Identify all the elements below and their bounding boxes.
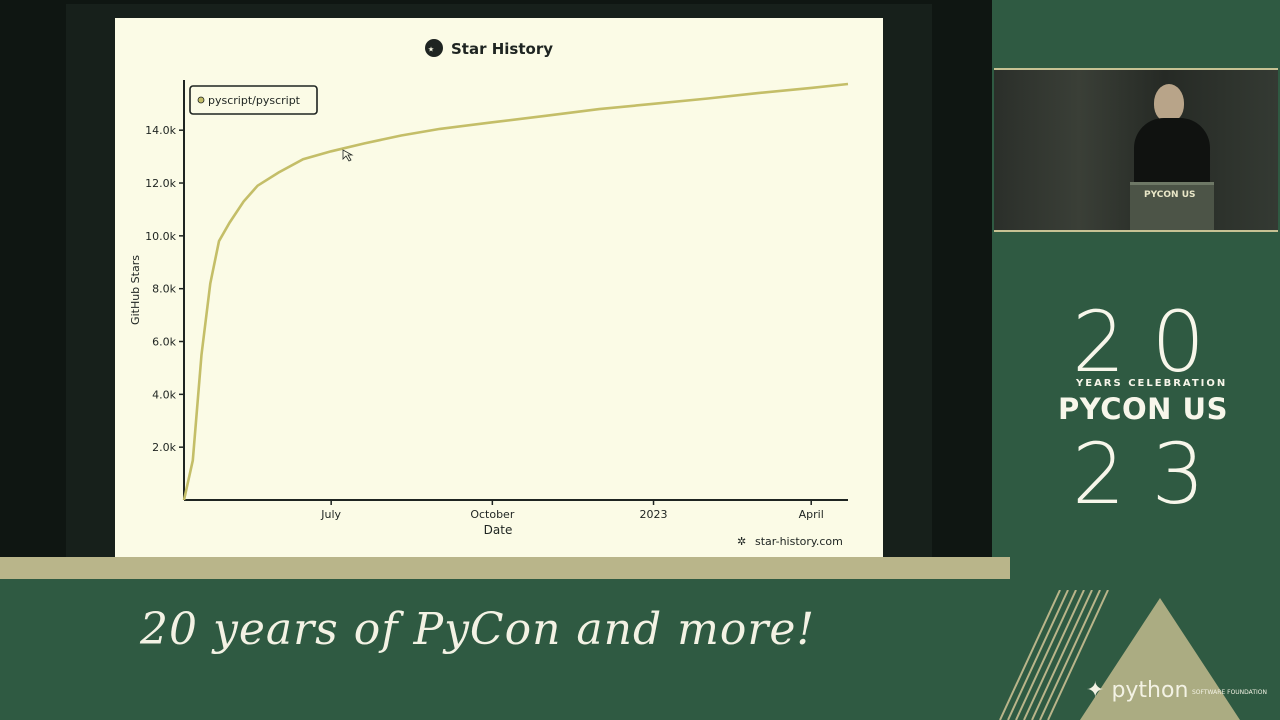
y-axis-label: GitHub Stars xyxy=(129,255,142,325)
x-tick-label: July xyxy=(320,508,341,521)
x-axis-label: Date xyxy=(484,523,513,537)
y-axis-ticks: 2.0k 4.0k 6.0k 8.0k 10.0k 12.0k 14.0k xyxy=(145,124,184,454)
y-tick-label: 6.0k xyxy=(152,336,176,349)
event-year-top: 20 xyxy=(1072,293,1231,391)
y-tick-label: 4.0k xyxy=(152,388,176,401)
x-tick-label: April xyxy=(799,508,824,521)
python-logo-icon: ✦ xyxy=(1086,678,1105,703)
star-history-chart: ★ Star History pyscript/pyscript 2.0k 4.0… xyxy=(129,39,849,548)
psf-name: python xyxy=(1111,678,1189,703)
legend-entry: pyscript/pyscript xyxy=(208,94,301,107)
chart-title: Star History xyxy=(451,40,553,58)
psf-subtitle: SOFTWARE FOUNDATION xyxy=(1192,689,1267,696)
slide-frame: ★ Star History pyscript/pyscript 2.0k 4.0… xyxy=(0,0,992,557)
y-tick-label: 14.0k xyxy=(145,124,176,137)
speaker-head xyxy=(1154,84,1184,122)
mouse-cursor-icon xyxy=(342,149,354,162)
event-year-bottom: 23 xyxy=(1072,425,1231,523)
legend-box xyxy=(189,85,318,115)
x-tick-label: October xyxy=(470,508,514,521)
logo-glyph: ★ xyxy=(428,46,434,54)
series-line-pyscript xyxy=(182,82,849,501)
y-tick-label: 10.0k xyxy=(145,230,176,243)
y-tick-label: 8.0k xyxy=(152,283,176,296)
star-history-logo-icon xyxy=(425,39,443,57)
event-tagline: 20 years of PyCon and more! xyxy=(140,604,816,655)
bottom-banner xyxy=(0,579,1280,720)
podium-label: PYCON US xyxy=(1144,190,1196,200)
watermark-star-icon: ✲ xyxy=(737,535,746,548)
podium xyxy=(1130,182,1214,230)
legend: pyscript/pyscript xyxy=(189,85,318,115)
watermark: ✲ star-history.com xyxy=(737,535,843,548)
psf-logo: ✦ python xyxy=(1086,678,1188,703)
x-axis-ticks: July October 2023 April xyxy=(320,500,824,521)
speaker-camera-feed: PYCON US xyxy=(994,68,1278,232)
y-tick-label: 2.0k xyxy=(152,441,176,454)
y-tick-label: 12.0k xyxy=(145,177,176,190)
legend-swatch xyxy=(197,96,205,104)
chart-title-group: ★ Star History xyxy=(425,39,553,58)
chart-slide: ★ Star History pyscript/pyscript 2.0k 4.0… xyxy=(115,18,883,557)
decorative-stripes xyxy=(999,590,1240,720)
watermark-text: star-history.com xyxy=(755,535,843,548)
event-name: PYCON US xyxy=(1058,392,1228,426)
banner-stripe xyxy=(0,557,1010,579)
x-tick-label: 2023 xyxy=(640,508,668,521)
event-celebration: YEARS CELEBRATION xyxy=(1076,378,1228,389)
